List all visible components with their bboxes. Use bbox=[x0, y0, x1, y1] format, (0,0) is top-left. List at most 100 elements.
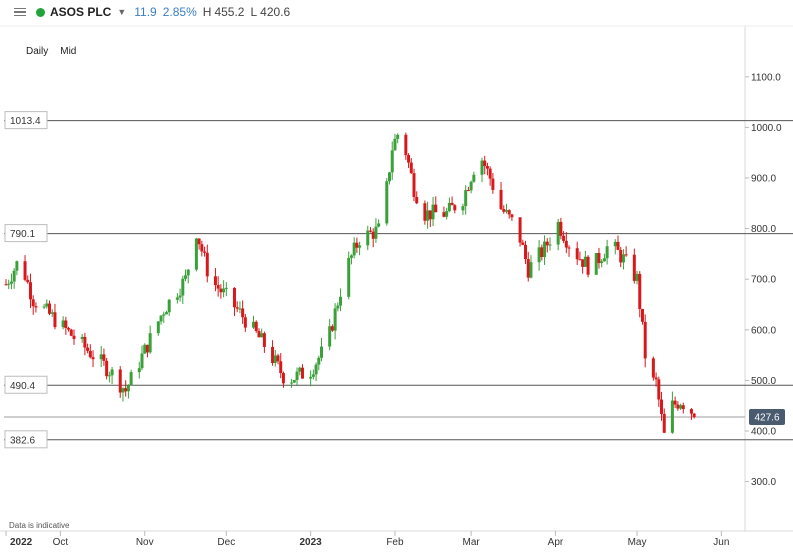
candle-body bbox=[262, 333, 266, 347]
candle-body bbox=[499, 189, 503, 210]
candle-body bbox=[309, 376, 313, 379]
price-type-selector[interactable]: Mid bbox=[60, 46, 77, 57]
candle-body bbox=[453, 205, 457, 211]
candle-body bbox=[442, 212, 446, 217]
instrument-name[interactable]: ASOS PLC bbox=[50, 5, 112, 19]
candle-body bbox=[526, 259, 530, 278]
level-label-box bbox=[4, 375, 48, 394]
candle-body bbox=[545, 241, 549, 246]
candle-body bbox=[186, 269, 190, 276]
candle-body bbox=[393, 138, 397, 151]
candle-body bbox=[619, 249, 623, 263]
candle-body bbox=[290, 382, 294, 384]
y-tick-label: 1000.0 bbox=[751, 123, 782, 134]
candle-body bbox=[148, 333, 152, 353]
level-label: 1013.4 bbox=[10, 116, 41, 127]
candle-body bbox=[219, 288, 223, 293]
candle-body bbox=[447, 202, 451, 212]
y-tick-label: 500.0 bbox=[751, 376, 776, 387]
candle-body bbox=[339, 296, 343, 306]
candle-body bbox=[124, 388, 128, 392]
candle-body bbox=[518, 217, 522, 243]
level-label-box bbox=[4, 111, 48, 130]
candle-body bbox=[423, 203, 427, 221]
candle-body bbox=[621, 254, 625, 263]
candle-body bbox=[140, 353, 144, 369]
candle-body bbox=[670, 400, 674, 433]
candle-body bbox=[72, 335, 76, 339]
candle-body bbox=[434, 204, 438, 213]
y-tick-label: 400.0 bbox=[751, 427, 776, 438]
chevron-down-icon[interactable]: ▼ bbox=[117, 7, 127, 17]
candle-body bbox=[311, 374, 315, 377]
candle-body bbox=[643, 321, 647, 359]
candle-body bbox=[12, 270, 16, 282]
candle-body bbox=[336, 305, 340, 309]
candle-body bbox=[203, 251, 207, 253]
interval-selector[interactable]: Daily bbox=[26, 46, 49, 57]
candle-body bbox=[15, 261, 19, 271]
candle-body bbox=[9, 281, 13, 284]
current-price-label: 427.6 bbox=[754, 413, 779, 424]
candle-body bbox=[692, 413, 696, 418]
y-tick-label: 700.0 bbox=[751, 275, 776, 286]
candle-body bbox=[469, 181, 473, 191]
y-tick-label: 900.0 bbox=[751, 174, 776, 185]
candle-body bbox=[602, 258, 606, 262]
menu-icon[interactable] bbox=[14, 7, 26, 17]
candle-body bbox=[194, 238, 198, 270]
candle-body bbox=[69, 329, 73, 336]
candle-body bbox=[559, 221, 563, 236]
candle-body bbox=[7, 283, 11, 285]
candle-body bbox=[366, 230, 370, 246]
candle-body bbox=[137, 368, 141, 373]
candle-body bbox=[368, 230, 372, 232]
candle-body bbox=[578, 259, 582, 261]
candle-body bbox=[371, 231, 375, 239]
candle-body bbox=[385, 181, 389, 224]
candle-body bbox=[632, 254, 636, 281]
candle-body bbox=[243, 317, 247, 328]
candle-body bbox=[320, 346, 324, 358]
candle-body bbox=[657, 379, 661, 400]
candle-body bbox=[167, 299, 171, 313]
candle-body bbox=[279, 361, 283, 374]
candle-body bbox=[548, 244, 552, 246]
y-tick-label: 600.0 bbox=[751, 325, 776, 336]
candle-body bbox=[91, 357, 95, 360]
candle-body bbox=[679, 405, 683, 409]
x-tick-label: Jun bbox=[713, 537, 729, 548]
candle-body bbox=[445, 211, 449, 217]
level-label-box bbox=[4, 224, 48, 243]
candle-body bbox=[524, 244, 528, 260]
candle-body bbox=[377, 223, 381, 227]
candle-body bbox=[390, 150, 394, 173]
candle-body bbox=[464, 190, 468, 207]
candle-body bbox=[31, 299, 35, 307]
candle-body bbox=[143, 344, 147, 354]
candle-body bbox=[333, 308, 337, 331]
candle-body bbox=[273, 355, 277, 363]
candle-body bbox=[466, 190, 470, 192]
candle-body bbox=[164, 312, 168, 315]
candle-body bbox=[118, 369, 122, 393]
candle-body bbox=[358, 245, 362, 248]
candle-body bbox=[232, 287, 236, 308]
candle-body bbox=[374, 226, 378, 239]
candle-body bbox=[660, 399, 664, 414]
candle-body bbox=[50, 312, 54, 314]
low-label: L bbox=[250, 5, 258, 19]
candle-body bbox=[480, 160, 484, 175]
candle-body bbox=[450, 202, 454, 206]
candle-body bbox=[638, 273, 642, 309]
candle-body bbox=[349, 255, 353, 258]
candle-body bbox=[252, 321, 256, 328]
price-change-percent: 2.85% bbox=[162, 5, 197, 19]
candle-body bbox=[61, 320, 65, 328]
data-note: Data is indicative bbox=[9, 521, 70, 530]
high-value: 455.2 bbox=[214, 5, 245, 19]
candle-body bbox=[257, 331, 261, 338]
candle-body bbox=[676, 404, 680, 409]
candle-body bbox=[507, 210, 511, 215]
